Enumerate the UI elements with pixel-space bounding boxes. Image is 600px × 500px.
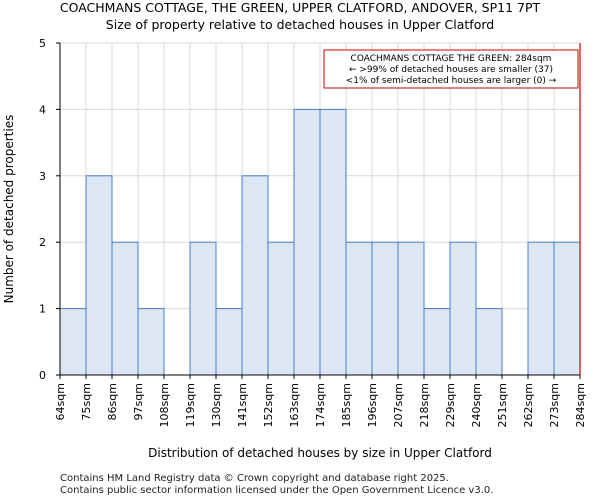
x-tick-label: 196sqm <box>366 383 379 427</box>
x-tick-label: 284sqm <box>574 383 587 427</box>
bar <box>215 308 243 376</box>
y-axis-label: Number of detached properties <box>2 115 16 304</box>
x-axis-label: Distribution of detached houses by size … <box>148 446 492 460</box>
bar <box>475 308 503 376</box>
x-tick-label: 262sqm <box>522 383 535 427</box>
x-tick-label: 174sqm <box>314 383 327 427</box>
y-tick-label: 2 <box>39 236 46 249</box>
bar <box>371 241 399 376</box>
x-tick-label: 273sqm <box>548 383 561 427</box>
x-tick-label: 97sqm <box>132 383 145 420</box>
x-tick-label: 141sqm <box>236 383 249 427</box>
y-tick-labels: 0 1 2 3 4 5 <box>39 37 46 382</box>
bar <box>319 108 347 376</box>
annotation-line-1: COACHMANS COTTAGE THE GREEN: 284sqm <box>351 54 552 64</box>
annotation-line-3: <1% of semi-detached houses are larger (… <box>346 76 557 86</box>
bar <box>449 241 477 376</box>
x-tick-label: 75sqm <box>80 383 93 420</box>
axes <box>56 42 581 379</box>
x-tick-label: 240sqm <box>470 383 483 427</box>
x-tick-labels: 64sqm 75sqm 86sqm 97sqm 108sqm 119sqm 130sqm 14… <box>54 383 587 427</box>
x-tick-label: 64sqm <box>54 383 67 420</box>
x-tick-label: 152sqm <box>262 383 275 427</box>
bar <box>137 308 165 376</box>
annotation-box: COACHMANS COTTAGE THE GREEN: 284sqm ← >9… <box>323 49 579 89</box>
bar <box>85 175 113 376</box>
y-tick-label: 0 <box>39 369 46 382</box>
bar <box>345 241 373 376</box>
x-tick-label: 86sqm <box>106 383 119 420</box>
x-tick-label: 218sqm <box>418 383 431 427</box>
chart-subtitle: Size of property relative to detached ho… <box>105 17 495 32</box>
bar <box>553 241 581 376</box>
x-tick-label: 119sqm <box>184 383 197 427</box>
x-tick-label: 108sqm <box>158 383 171 427</box>
bar <box>527 241 555 376</box>
bar <box>241 175 269 376</box>
bar <box>397 241 425 376</box>
chart-title: COACHMANS COTTAGE, THE GREEN, UPPER CLAT… <box>59 0 541 15</box>
y-tick-label: 3 <box>39 170 46 183</box>
x-tick-label: 163sqm <box>288 383 301 427</box>
y-tick-label: 1 <box>39 303 46 316</box>
y-tick-label: 4 <box>39 103 46 116</box>
x-tick-label: 207sqm <box>392 383 405 427</box>
bar <box>267 241 295 376</box>
bar <box>189 241 217 376</box>
x-tick-label: 185sqm <box>340 383 353 427</box>
footer-line-2: Contains public sector information licen… <box>60 485 494 496</box>
x-tick-label: 229sqm <box>444 383 457 427</box>
bar <box>293 108 321 376</box>
x-tick-label: 130sqm <box>210 383 223 427</box>
y-tick-label: 5 <box>39 37 46 50</box>
bar <box>59 308 87 376</box>
footer-line-1: Contains HM Land Registry data © Crown c… <box>60 473 449 484</box>
x-tick-label: 251sqm <box>496 383 509 427</box>
annotation-line-2: ← >99% of detached houses are smaller (3… <box>349 65 553 75</box>
annotation-frame <box>323 49 579 89</box>
bar <box>423 308 451 376</box>
bar <box>111 241 139 376</box>
